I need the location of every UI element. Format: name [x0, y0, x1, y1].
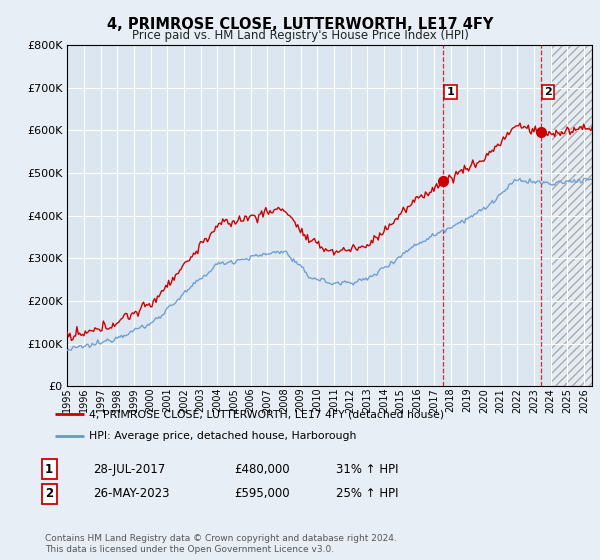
Text: 26-MAY-2023: 26-MAY-2023	[93, 487, 170, 501]
Text: 28-JUL-2017: 28-JUL-2017	[93, 463, 165, 476]
Text: HPI: Average price, detached house, Harborough: HPI: Average price, detached house, Harb…	[89, 431, 356, 441]
Text: 4, PRIMROSE CLOSE, LUTTERWORTH, LE17 4FY: 4, PRIMROSE CLOSE, LUTTERWORTH, LE17 4FY	[107, 17, 493, 32]
Text: 4, PRIMROSE CLOSE, LUTTERWORTH, LE17 4FY (detached house): 4, PRIMROSE CLOSE, LUTTERWORTH, LE17 4FY…	[89, 409, 444, 419]
Bar	[551, 45, 592, 386]
Bar	[551, 45, 592, 386]
Text: 1: 1	[446, 87, 454, 97]
Text: Contains HM Land Registry data © Crown copyright and database right 2024.
This d: Contains HM Land Registry data © Crown c…	[45, 534, 397, 554]
Text: £595,000: £595,000	[234, 487, 290, 501]
Text: £480,000: £480,000	[234, 463, 290, 476]
Text: 2: 2	[45, 487, 53, 501]
Text: 25% ↑ HPI: 25% ↑ HPI	[336, 487, 398, 501]
Text: 1: 1	[45, 463, 53, 476]
Text: 2: 2	[544, 87, 552, 97]
Text: Price paid vs. HM Land Registry's House Price Index (HPI): Price paid vs. HM Land Registry's House …	[131, 29, 469, 42]
Text: 31% ↑ HPI: 31% ↑ HPI	[336, 463, 398, 476]
